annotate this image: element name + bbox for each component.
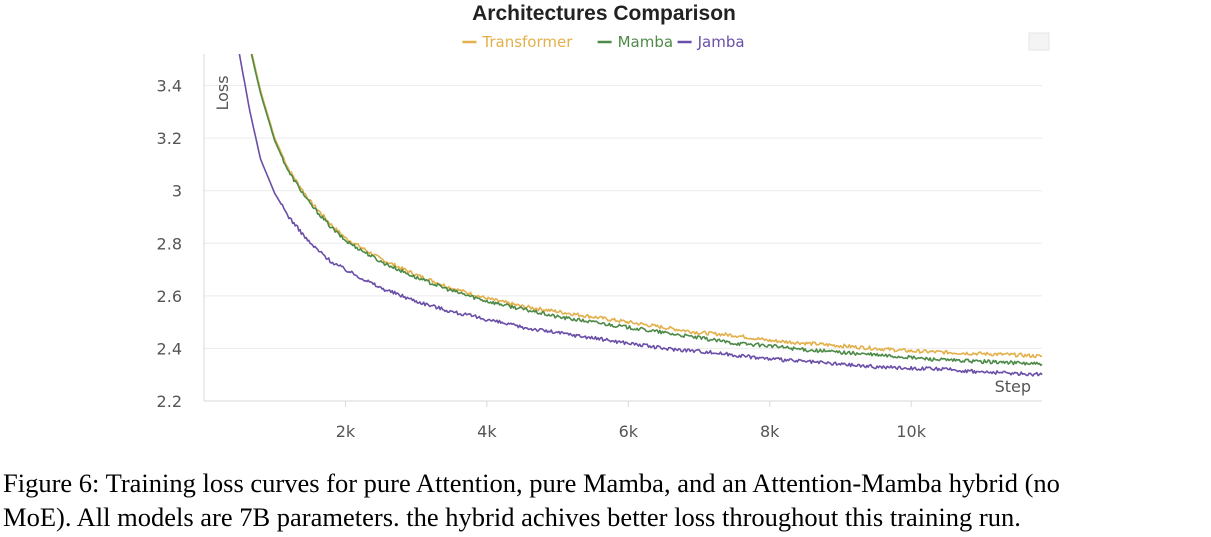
series-line-transformer — [251, 53, 1042, 359]
x-tick-label: 6k — [619, 422, 639, 441]
y-tick-label: 3.4 — [157, 77, 182, 96]
grid — [204, 85, 1042, 402]
legend-item-jamba[interactable]: Jamba — [677, 33, 745, 51]
y-tick-label: 2.4 — [157, 339, 182, 358]
y-tick-label: 2.2 — [157, 392, 182, 411]
series-line-jamba — [238, 53, 1043, 377]
y-tick-label: 3.2 — [157, 129, 182, 148]
y-axis-title: Loss — [213, 75, 232, 110]
legend-label: Mamba — [618, 33, 673, 51]
series-lines — [238, 53, 1043, 377]
y-tick-label: 2.6 — [157, 287, 182, 306]
series-line-mamba — [250, 53, 1043, 367]
legend-item-mamba[interactable]: Mamba — [597, 33, 673, 51]
x-axis-ticks: 2k 4k 6k 8k 10k — [336, 401, 927, 441]
x-tick-label: 2k — [336, 422, 356, 441]
chart: Architectures Comparison Transformer Mamb… — [157, 2, 1050, 441]
figure-caption: Figure 6: Training loss curves for pure … — [3, 466, 1208, 534]
legend: Transformer Mamba Jamba — [462, 33, 745, 51]
caption-line-2: MoE). All models are 7B parameters. the … — [3, 502, 1021, 532]
x-tick-label: 10k — [896, 422, 926, 441]
y-tick-label: 3 — [172, 182, 182, 201]
legend-label: Transformer — [481, 33, 573, 51]
x-tick-label: 4k — [477, 422, 497, 441]
caption-line-1: Figure 6: Training loss curves for pure … — [3, 468, 1060, 498]
legend-item-transformer[interactable]: Transformer — [462, 33, 573, 51]
axes — [203, 54, 1042, 402]
y-axis-ticks: 2.2 2.4 2.6 2.8 3 3.2 3.4 — [157, 77, 182, 411]
x-tick-label: 8k — [760, 422, 780, 441]
chart-title: Architectures Comparison — [472, 2, 736, 25]
y-tick-label: 2.8 — [157, 234, 182, 253]
x-axis-title: Step — [995, 377, 1031, 396]
legend-toggle-button[interactable] — [1028, 32, 1050, 51]
legend-label: Jamba — [697, 33, 745, 51]
